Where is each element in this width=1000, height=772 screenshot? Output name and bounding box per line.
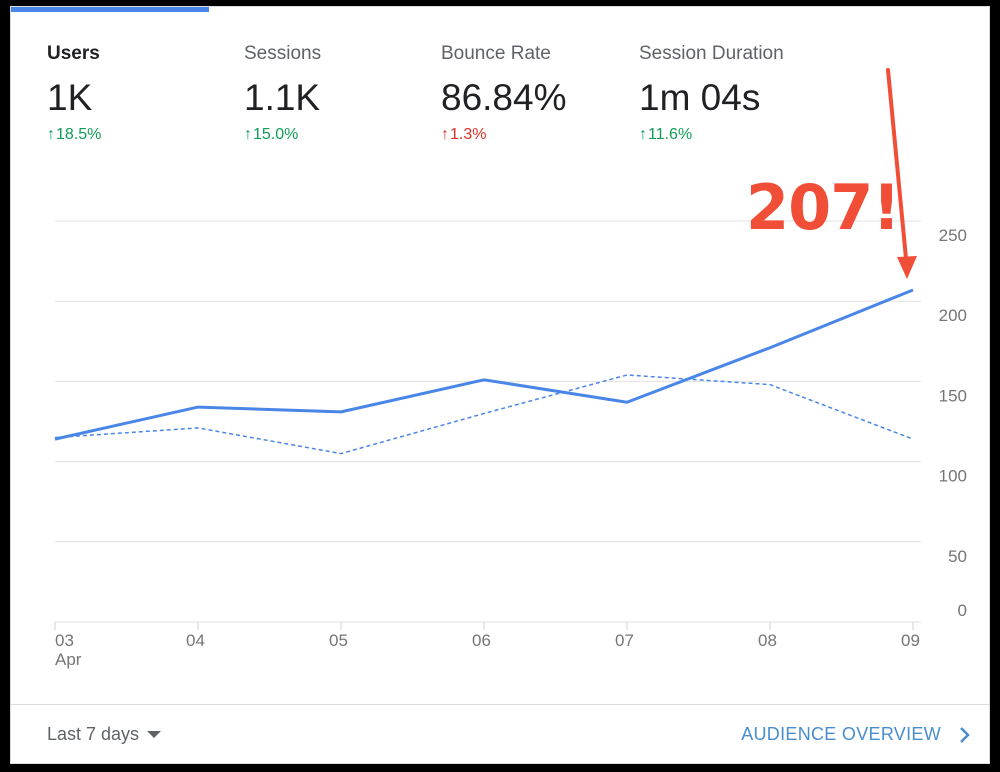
annotation-arrow-head bbox=[897, 256, 917, 279]
x-tick-label: 07 bbox=[615, 631, 634, 650]
date-range-label: Last 7 days bbox=[47, 724, 140, 744]
active-tab-indicator bbox=[11, 7, 209, 12]
caret-down-icon bbox=[147, 731, 162, 738]
arrow-up-icon: ↑ bbox=[441, 126, 449, 143]
metric-value: 1m 04s bbox=[639, 77, 761, 118]
y-tick-label: 250 bbox=[939, 226, 967, 245]
arrow-up-icon: ↑ bbox=[639, 126, 647, 143]
metric-users[interactable]: Users 1K ↑18.5% bbox=[47, 43, 101, 144]
arrow-up-icon: ↑ bbox=[47, 126, 55, 143]
metric-change: ↑11.6% bbox=[639, 126, 784, 144]
y-tick-label: 100 bbox=[939, 467, 967, 486]
metric-value: 1K bbox=[47, 77, 93, 118]
y-tick-label: 50 bbox=[948, 547, 967, 566]
metric-value: 1.1K bbox=[244, 77, 321, 118]
annotation-arrow-shaft bbox=[886, 68, 909, 271]
metric-label: Users bbox=[47, 43, 100, 64]
y-tick-label: 150 bbox=[939, 386, 967, 405]
metric-change: ↑18.5% bbox=[47, 126, 101, 144]
audience-overview-link[interactable]: AUDIENCE OVERVIEW bbox=[741, 724, 971, 745]
metric-change-value: 15.0% bbox=[253, 126, 299, 143]
y-tick-label: 0 bbox=[958, 601, 967, 620]
annotation-text: 207! bbox=[746, 171, 901, 244]
audience-overview-label: AUDIENCE OVERVIEW bbox=[741, 724, 941, 744]
x-tick-label: 08 bbox=[758, 631, 777, 650]
metric-change-value: 1.3% bbox=[450, 126, 487, 143]
users-overview-card: Users 1K ↑18.5% Sessions 1.1K ↑15.0% Bou… bbox=[10, 6, 990, 764]
metric-change-value: 18.5% bbox=[56, 126, 102, 143]
metric-label: Bounce Rate bbox=[441, 43, 551, 64]
x-tick-label: 09 bbox=[901, 631, 920, 650]
x-tick-sublabel: Apr bbox=[55, 650, 82, 669]
series-line-previous bbox=[54, 374, 914, 455]
metric-sessions[interactable]: Sessions 1.1K ↑15.0% bbox=[244, 43, 321, 144]
metric-change-value: 11.6% bbox=[648, 126, 693, 143]
metric-value: 86.84% bbox=[441, 77, 567, 118]
footer-divider bbox=[11, 704, 989, 705]
series-line-current bbox=[54, 288, 914, 441]
date-range-dropdown[interactable]: Last 7 days bbox=[47, 724, 162, 745]
metric-session-duration[interactable]: Session Duration 1m 04s ↑11.6% bbox=[639, 43, 784, 144]
metric-label: Sessions bbox=[244, 43, 322, 64]
y-tick-label: 200 bbox=[939, 306, 967, 325]
x-tick-label: 04 bbox=[186, 631, 205, 650]
metric-label: Session Duration bbox=[639, 43, 784, 64]
x-tick-label: 06 bbox=[472, 631, 491, 650]
x-tick-label: 05 bbox=[329, 631, 348, 650]
x-tick-label: 03 bbox=[55, 631, 74, 650]
metric-change: ↑1.3% bbox=[441, 126, 567, 144]
arrow-up-icon: ↑ bbox=[244, 126, 252, 143]
chevron-right-icon bbox=[960, 726, 970, 743]
metric-change: ↑15.0% bbox=[244, 126, 321, 144]
metric-bounce-rate[interactable]: Bounce Rate 86.84% ↑1.3% bbox=[441, 43, 567, 144]
